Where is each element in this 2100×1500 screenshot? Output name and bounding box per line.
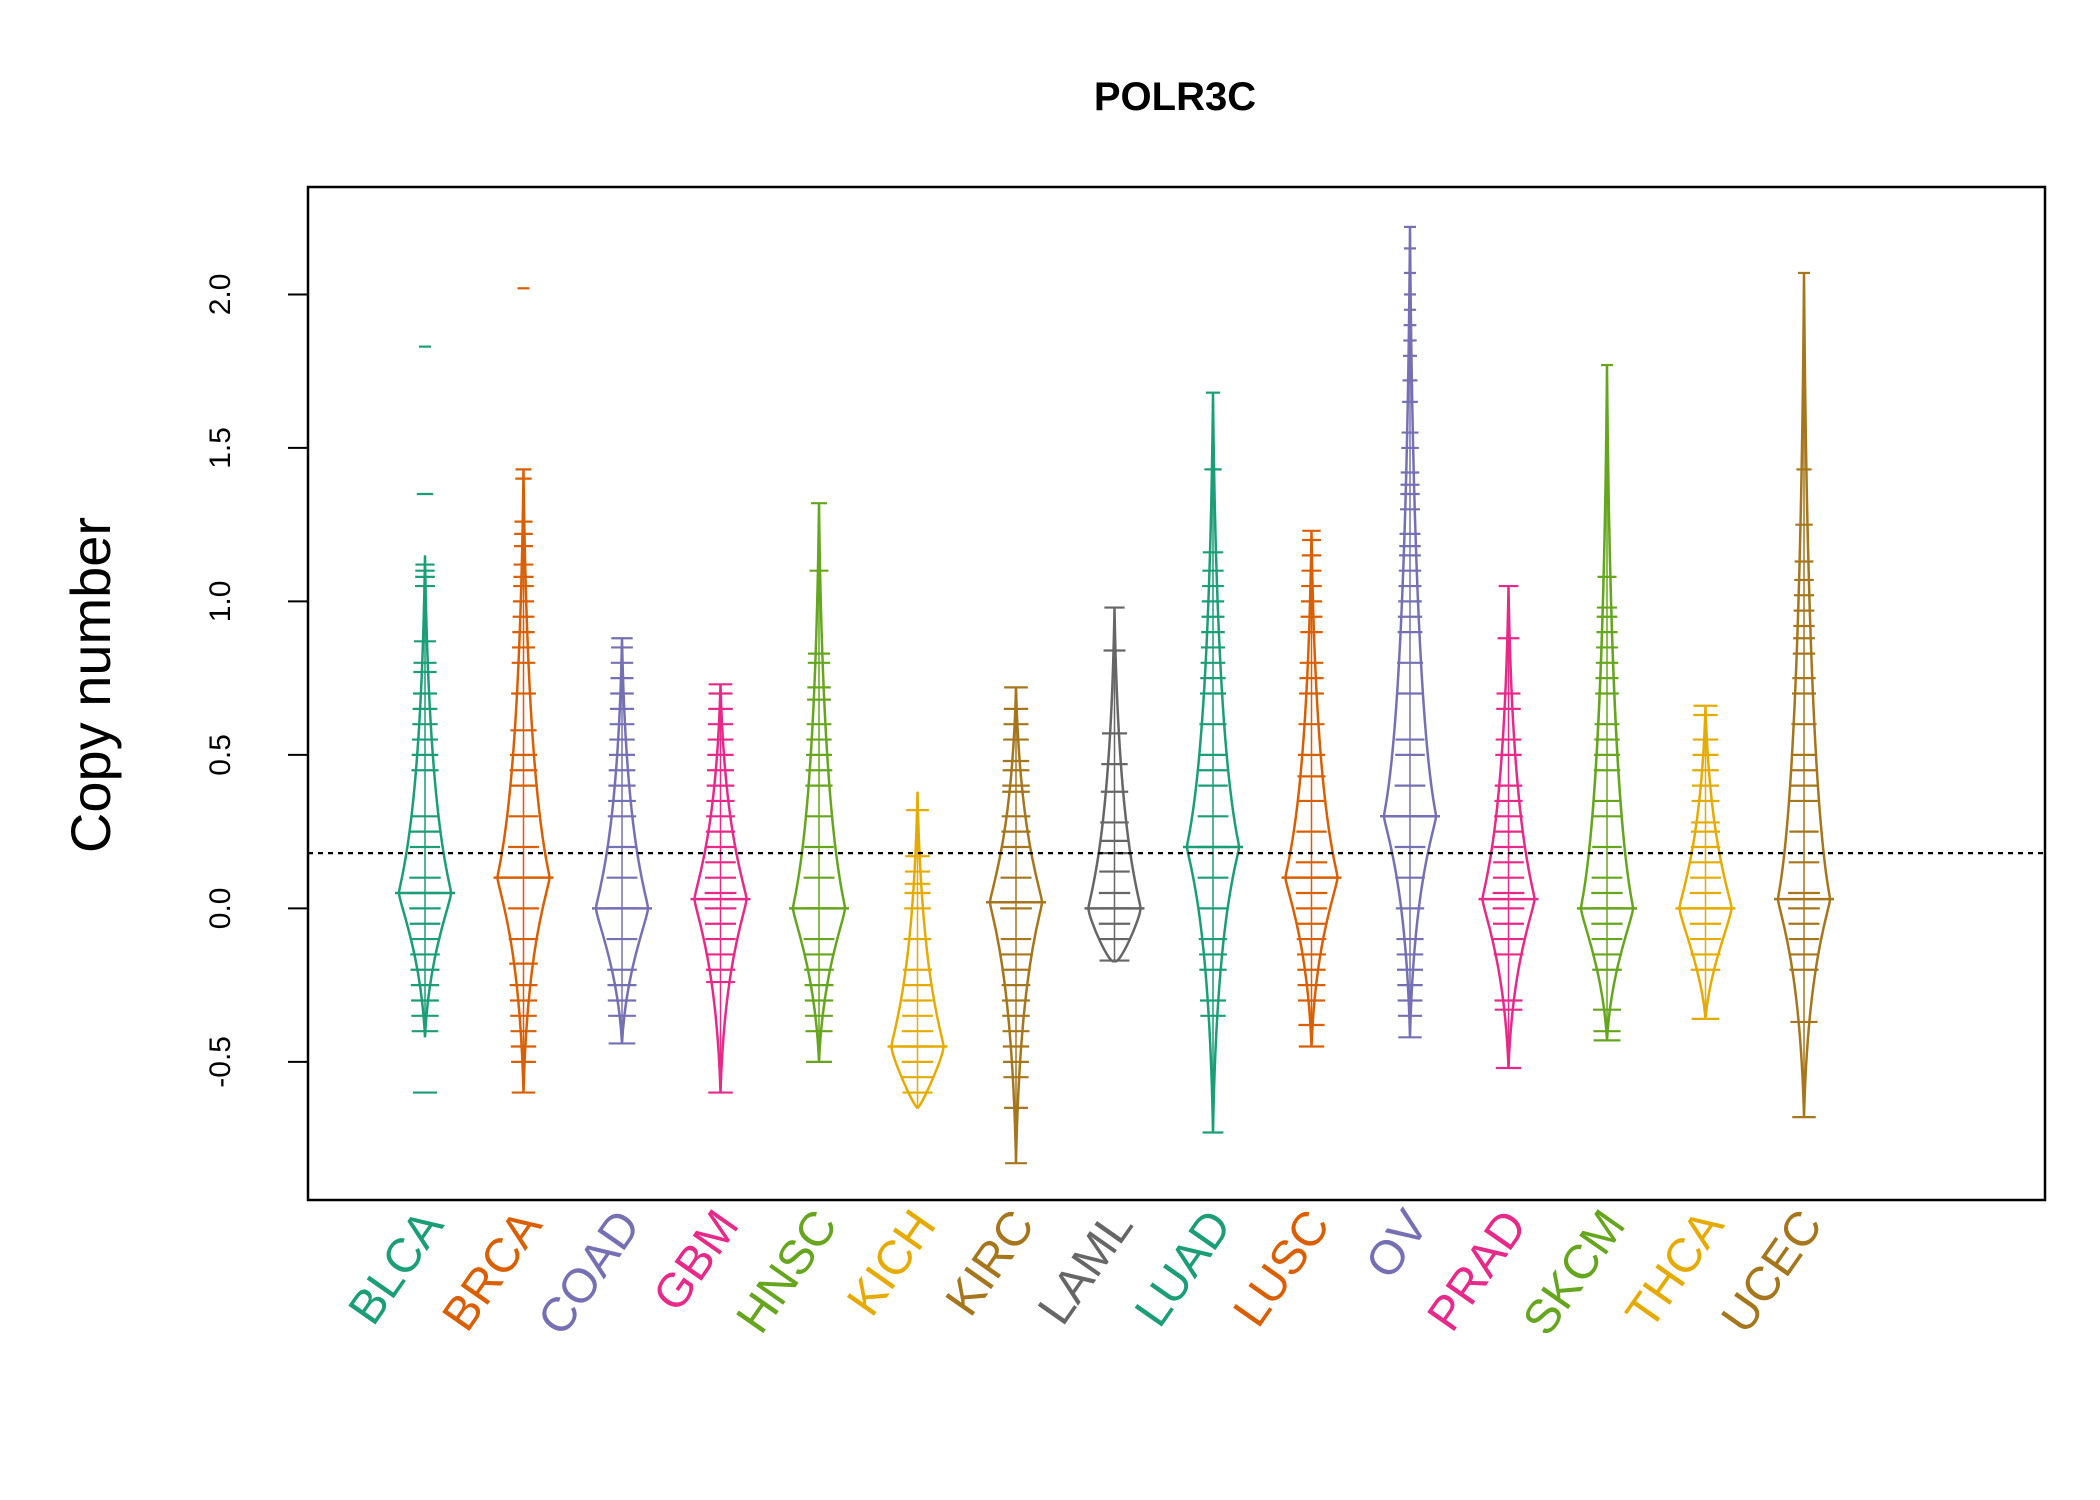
- y-tick-label: 0.0: [204, 888, 237, 930]
- x-tick-label: KICH: [837, 1201, 946, 1325]
- bean-kirc: [986, 686, 1046, 1165]
- y-tick-label: 2.0: [204, 274, 237, 316]
- bean-outline: [890, 791, 945, 1110]
- bean-ucec: [1774, 271, 1834, 1119]
- y-tick-label: 1.0: [204, 581, 237, 623]
- bean-luad: [1183, 391, 1243, 1134]
- x-tick-label: HNSC: [727, 1201, 848, 1343]
- y-tick-label: -0.5: [204, 1036, 237, 1088]
- bean-prad: [1478, 584, 1539, 1070]
- bean-coad: [592, 637, 652, 1045]
- bean-blca: [395, 345, 455, 1094]
- x-tick-label: LUAD: [1125, 1201, 1242, 1336]
- bean-kich: [887, 791, 948, 1110]
- x-tick-label: LUSC: [1224, 1201, 1341, 1336]
- x-tick-label: SKCM: [1513, 1201, 1636, 1345]
- chart-title: POLR3C: [1094, 75, 1256, 119]
- bean-laml: [1084, 606, 1145, 963]
- y-tick-label: 0.5: [204, 734, 237, 776]
- bean-gbm: [690, 683, 751, 1094]
- bean-hnsc: [789, 502, 849, 1063]
- bean-skcm: [1577, 363, 1637, 1042]
- y-axis: -0.5 0.0 0.5 1.0 1.5 2.0: [204, 274, 309, 1088]
- bean-ov: [1380, 225, 1440, 1039]
- bean-thca: [1675, 704, 1736, 1020]
- x-tick-label: UCEC: [1712, 1201, 1833, 1343]
- plot-frame: [306, 185, 2047, 1202]
- x-tick-label: LAML: [1028, 1201, 1143, 1334]
- bean-outline: [397, 555, 453, 1038]
- y-tick-label: 1.5: [204, 427, 237, 469]
- x-tick-label: KIRC: [936, 1201, 1045, 1325]
- x-tick-label: OV: [1356, 1201, 1439, 1288]
- x-tick-label: THCA: [1616, 1201, 1734, 1338]
- y-axis-label: Copy number: [59, 517, 122, 853]
- beans: [395, 225, 1834, 1165]
- bean-brca: [493, 287, 554, 1094]
- x-tick-label: COAD: [528, 1201, 651, 1345]
- bean-lusc: [1281, 529, 1342, 1048]
